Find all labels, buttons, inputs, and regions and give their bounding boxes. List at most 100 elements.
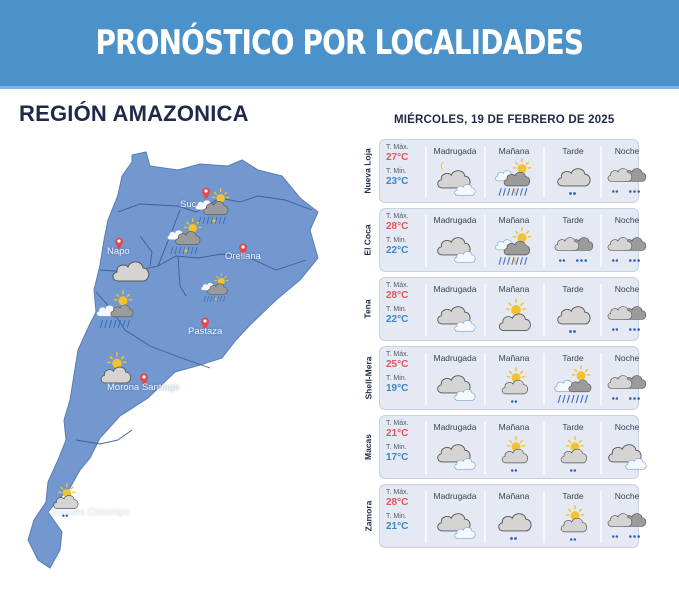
t-max-value: 28°C bbox=[386, 221, 409, 232]
t-min-value: 17°C bbox=[386, 452, 409, 463]
divider bbox=[425, 353, 427, 405]
period-label: Mañana bbox=[498, 491, 530, 501]
cloudy-icon bbox=[435, 227, 477, 269]
forecast-card: T. Máx. 28°C T. Min. 21°C Madrugada Maña… bbox=[379, 484, 639, 548]
forecast-row-tena: Tena T. Máx. 28°C T. Min. 22°C Madrugada… bbox=[360, 277, 650, 341]
divider bbox=[484, 422, 486, 474]
period-tarde: Tarde bbox=[546, 209, 600, 273]
divider bbox=[543, 353, 545, 405]
divider bbox=[600, 491, 602, 543]
cloud-drizzle-icon bbox=[553, 296, 595, 338]
clouds-rain-icon bbox=[606, 296, 648, 338]
divider bbox=[543, 422, 545, 474]
t-min-value: 23°C bbox=[386, 176, 409, 187]
map-label-orellana: Orellana bbox=[225, 251, 261, 262]
temperature-block: T. Máx. 21°C T. Min. 17°C bbox=[386, 419, 424, 464]
divider bbox=[600, 353, 602, 405]
divider bbox=[425, 422, 427, 474]
period-tarde: Tarde bbox=[546, 140, 600, 204]
divider bbox=[543, 146, 545, 198]
divider bbox=[425, 146, 427, 198]
t-max-label: T. Máx. bbox=[386, 213, 409, 220]
clouds-rain-icon bbox=[606, 227, 648, 269]
period-label: Noche bbox=[614, 284, 640, 294]
period-label: Noche bbox=[614, 146, 640, 156]
page-title: PRONÓSTICO POR LOCALIDADES bbox=[95, 23, 584, 63]
period-label: Tarde bbox=[562, 215, 584, 225]
t-min-value: 22°C bbox=[386, 314, 409, 325]
location-name: Nueva Loja bbox=[363, 148, 374, 194]
cloud-sun-rain-icon bbox=[94, 290, 138, 332]
t-max-label: T. Máx. bbox=[386, 282, 409, 289]
location-name: Shell-Mera bbox=[363, 356, 373, 400]
cloudy-icon bbox=[435, 434, 477, 476]
cloud-drizzle-icon bbox=[494, 503, 536, 545]
period-label: Noche bbox=[614, 422, 640, 432]
t-max-label: T. Máx. bbox=[386, 420, 409, 427]
period-tarde: Tarde bbox=[546, 416, 600, 480]
map-label-zamora-chinchipe: Zamora Chinchipe bbox=[52, 507, 130, 518]
partly-cloudy-drizzle-icon bbox=[553, 503, 595, 545]
divider bbox=[484, 146, 486, 198]
forecast-row-el-coca: El Coca T. Máx. 28°C T. Min. 22°C Madrug… bbox=[360, 208, 650, 272]
temperature-block: T. Máx. 25°C T. Min. 19°C bbox=[386, 350, 424, 395]
period-manana: Mañana bbox=[487, 485, 541, 549]
cloud-sun-storm-rain-icon bbox=[166, 218, 206, 258]
cloudy-icon bbox=[435, 365, 477, 407]
t-min-value: 22°C bbox=[386, 245, 409, 256]
divider bbox=[484, 491, 486, 543]
period-madrugada: Madrugada bbox=[428, 416, 482, 480]
forecast-row-zamora: Zamora T. Máx. 28°C T. Min. 21°C Madruga… bbox=[360, 484, 650, 548]
forecast-row-nueva-loja: Nueva Loja T. Máx. 27°C T. Min. 23°C Mad… bbox=[360, 139, 650, 203]
forecast-card: T. Máx. 28°C T. Min. 22°C Madrugada Maña… bbox=[379, 208, 639, 272]
map-label-morona-santiago: Morona Santiago bbox=[107, 382, 180, 393]
t-min-label: T. Min. bbox=[386, 444, 407, 451]
period-label: Tarde bbox=[562, 284, 584, 294]
t-max-value: 28°C bbox=[386, 290, 409, 301]
cloud-drizzle-icon bbox=[553, 158, 595, 200]
t-max-value: 28°C bbox=[386, 497, 409, 508]
map-label-napo: Napo bbox=[107, 246, 130, 257]
divider bbox=[543, 215, 545, 267]
period-noche: Noche bbox=[592, 140, 646, 204]
period-manana: Mañana bbox=[487, 209, 541, 273]
t-min-label: T. Min. bbox=[386, 306, 407, 313]
t-max-label: T. Máx. bbox=[386, 351, 409, 358]
period-label: Mañana bbox=[498, 215, 530, 225]
divider bbox=[425, 215, 427, 267]
period-label: Mañana bbox=[498, 422, 530, 432]
period-tarde: Tarde bbox=[546, 485, 600, 549]
header-divider bbox=[0, 86, 679, 89]
period-noche: Noche bbox=[592, 278, 646, 342]
divider bbox=[425, 491, 427, 543]
t-min-label: T. Min. bbox=[386, 513, 407, 520]
period-noche: Noche bbox=[592, 209, 646, 273]
partly-cloudy-drizzle-icon bbox=[494, 434, 536, 476]
clouds-rain-icon bbox=[606, 158, 648, 200]
divider bbox=[484, 284, 486, 336]
forecast-card: T. Máx. 21°C T. Min. 17°C Madrugada Maña… bbox=[379, 415, 639, 479]
temperature-block: T. Máx. 28°C T. Min. 22°C bbox=[386, 281, 424, 326]
region-title: REGIÓN AMAZONICA bbox=[19, 101, 249, 126]
t-max-label: T. Máx. bbox=[386, 489, 409, 496]
period-noche: Noche bbox=[592, 485, 646, 549]
divider bbox=[543, 284, 545, 336]
divider bbox=[600, 146, 602, 198]
period-manana: Mañana bbox=[487, 416, 541, 480]
t-min-label: T. Min. bbox=[386, 168, 407, 175]
t-min-label: T. Min. bbox=[386, 237, 407, 244]
period-madrugada: Madrugada bbox=[428, 347, 482, 411]
forecast-card: T. Máx. 27°C T. Min. 23°C Madrugada Maña… bbox=[379, 139, 639, 203]
period-label: Mañana bbox=[498, 284, 530, 294]
divider bbox=[543, 491, 545, 543]
period-label: Madrugada bbox=[433, 284, 477, 294]
forecast-card: T. Máx. 28°C T. Min. 22°C Madrugada Maña… bbox=[379, 277, 639, 341]
cloudy-icon bbox=[435, 296, 477, 338]
storm-sun-rain-icon bbox=[494, 227, 536, 269]
period-label: Noche bbox=[614, 215, 640, 225]
t-max-value: 25°C bbox=[386, 359, 409, 370]
period-noche: Noche bbox=[592, 416, 646, 480]
temperature-block: T. Máx. 27°C T. Min. 23°C bbox=[386, 143, 424, 188]
clouds-rain-icon bbox=[606, 365, 648, 407]
period-label: Tarde bbox=[562, 146, 584, 156]
